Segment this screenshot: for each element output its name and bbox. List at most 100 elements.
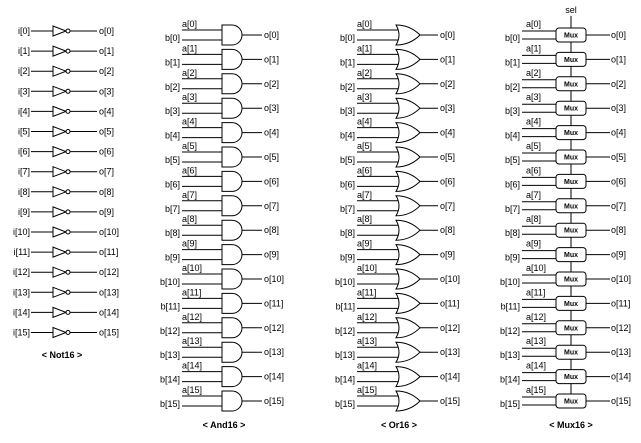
- and-output-label: o[11]: [264, 298, 283, 308]
- not-bubble: [65, 108, 71, 114]
- and-output-label: o[13]: [264, 347, 284, 357]
- or-gate: [395, 73, 421, 95]
- mux-row: a[3] b[3] Mux o[3]: [505, 92, 626, 116]
- not-row: i[3] o[3]: [18, 85, 114, 98]
- and-b-label: b[5]: [165, 155, 180, 165]
- or-row: a[5]b[5] o[5]: [340, 141, 455, 168]
- not-bubble: [65, 169, 71, 175]
- mux-a-label: a[14]: [526, 361, 546, 371]
- not-bubble: [65, 129, 71, 134]
- mux-row: a[1] b[1] Mux o[1]: [505, 43, 626, 67]
- not-input-label: i[10]: [13, 227, 30, 237]
- mux-row: a[13] b[13] Mux o[13]: [500, 336, 631, 360]
- mux-b-label: b[1]: [505, 57, 520, 67]
- or-b-label: b[5]: [340, 155, 355, 165]
- mux-a-label: a[11]: [526, 287, 545, 297]
- mux-a-label: a[13]: [526, 336, 546, 346]
- or-output-label: o[0]: [440, 30, 455, 40]
- and-row: a[13]b[13] o[13]: [160, 336, 284, 363]
- mux-output-label: o[4]: [611, 128, 626, 138]
- mux-gate-label: Mux: [564, 57, 578, 64]
- mux-a-label: a[15]: [526, 385, 546, 395]
- not-bubble: [65, 330, 71, 335]
- or-row: a[0]b[0] o[0]: [340, 19, 455, 46]
- mux-gate-label: Mux: [564, 155, 578, 162]
- not-bubble: [65, 88, 71, 94]
- mux16-section: a[0] b[0] Mux o[0] a[1] b[1] Mux o[1] a[2] b[2] Mu…: [500, 16, 631, 409]
- and-b-label: b[15]: [160, 399, 180, 409]
- not-row: i[2] o[2]: [18, 65, 114, 77]
- or-row: a[10]b[10] o[10]: [335, 263, 460, 290]
- or-a-label: a[14]: [357, 361, 377, 371]
- not-bubble: [65, 309, 71, 315]
- and-b-label: b[7]: [165, 204, 180, 214]
- or-output-label: o[8]: [440, 225, 455, 235]
- not-bubble: [65, 68, 71, 74]
- or-gate: [395, 341, 421, 363]
- and-a-label: a[15]: [182, 385, 202, 395]
- and-row: a[12]b[12] o[12]: [160, 312, 284, 339]
- not-output-label: o[11]: [99, 247, 118, 257]
- not-bubble: [65, 209, 71, 215]
- not-output-label: o[6]: [99, 147, 114, 157]
- or-a-label: a[13]: [357, 336, 377, 346]
- and-a-label: a[12]: [182, 312, 202, 322]
- mux-b-label: b[15]: [500, 399, 520, 409]
- or-gate: [395, 390, 421, 412]
- and-a-label: a[5]: [182, 141, 197, 151]
- and-row: a[1]b[1] o[1]: [165, 43, 279, 70]
- and-gate: [221, 195, 243, 217]
- not-input-label: i[5]: [18, 127, 30, 137]
- not-row: i[10] o[10]: [13, 226, 119, 238]
- and16-caption: < And16 >: [203, 420, 246, 430]
- and-gate: [221, 268, 243, 290]
- or-gate: [395, 268, 421, 290]
- not-row: i[0] o[0]: [18, 25, 114, 37]
- not-input-label: i[8]: [18, 187, 30, 197]
- and-row: a[9]b[9] o[9]: [165, 239, 279, 266]
- and-a-label: a[8]: [182, 214, 197, 224]
- mux-b-label: b[6]: [505, 179, 520, 189]
- or-a-label: a[7]: [357, 190, 372, 200]
- or-gate: [395, 24, 421, 46]
- mux-row: a[12] b[12] Mux o[12]: [500, 312, 631, 336]
- mux-row: a[6] b[6] Mux o[6]: [505, 165, 626, 189]
- and-row: a[2]b[2] o[2]: [165, 68, 279, 95]
- mux-b-label: b[12]: [500, 326, 520, 336]
- mux-a-label: a[7]: [526, 190, 541, 200]
- and-gate: [221, 97, 243, 119]
- or-b-label: b[6]: [340, 179, 355, 189]
- and-a-label: a[7]: [182, 190, 197, 200]
- and-gate: [221, 73, 243, 95]
- not-bubble: [65, 28, 71, 34]
- not-output-label: o[10]: [99, 227, 119, 237]
- and-row: a[11]b[11] o[11]: [161, 287, 283, 314]
- and-row: a[4]b[4] o[4]: [165, 117, 279, 144]
- mux-gate-label: Mux: [564, 130, 578, 137]
- mux-row: a[11] b[11] Mux o[11]: [501, 287, 631, 311]
- not-gate: [52, 125, 68, 138]
- mux-row: a[15] b[15] Mux o[15]: [500, 385, 631, 409]
- or-output-label: o[4]: [440, 128, 455, 138]
- not-input-label: i[7]: [18, 167, 30, 177]
- not-output-label: o[0]: [99, 26, 114, 36]
- or-a-label: a[10]: [357, 263, 377, 273]
- or-a-label: a[9]: [357, 239, 372, 249]
- not-gate: [52, 165, 68, 178]
- mux-b-label: b[0]: [505, 33, 520, 43]
- and-row: a[7]b[7] o[7]: [165, 190, 279, 217]
- and-a-label: a[0]: [182, 19, 197, 29]
- mux16-sel-label: sel: [565, 5, 577, 15]
- mux-a-label: a[6]: [526, 165, 541, 175]
- not-row: i[15] o[15]: [13, 326, 119, 339]
- and-gate: [221, 146, 243, 168]
- and-a-label: a[13]: [182, 336, 202, 346]
- mux-gate-label: Mux: [564, 374, 578, 381]
- or-row: a[15]b[15] o[15]: [335, 385, 460, 412]
- or-gate: [395, 146, 421, 168]
- mux-a-label: a[4]: [526, 117, 541, 127]
- and-row: a[6]b[6] o[6]: [165, 165, 279, 192]
- mux-gate-label: Mux: [564, 228, 578, 235]
- and-output-label: o[9]: [264, 250, 279, 260]
- not16-caption: < Not16 >: [42, 350, 83, 360]
